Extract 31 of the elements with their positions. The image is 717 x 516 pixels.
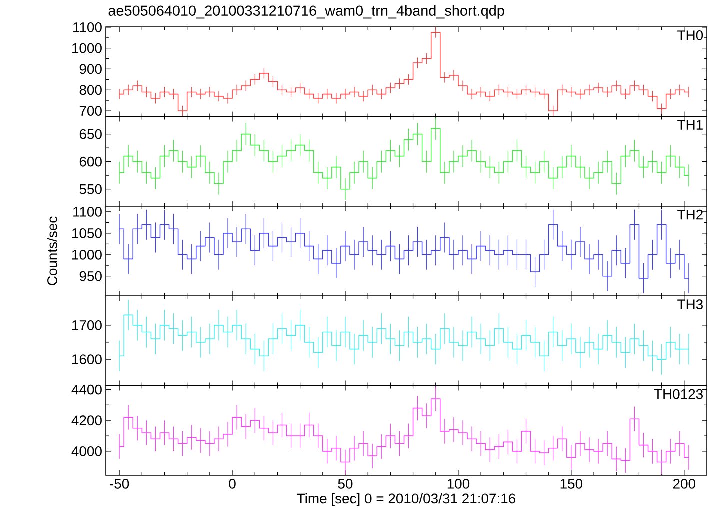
y-tick-label: 4200 bbox=[72, 416, 102, 426]
y-tick-label: 1050 bbox=[72, 228, 102, 238]
x-tick-label: 150 bbox=[560, 479, 583, 489]
annotation: TH0123 bbox=[654, 389, 703, 400]
x-tick-label: 100 bbox=[448, 479, 470, 489]
y-tick-label: 950 bbox=[80, 271, 102, 282]
y-tick-label: 1700 bbox=[72, 320, 102, 330]
y-axis-title: Counts/sec bbox=[47, 216, 58, 286]
y-tick-label: 700 bbox=[80, 106, 102, 116]
y-tick-label: 1000 bbox=[72, 250, 102, 260]
annotation: TH3 bbox=[678, 300, 703, 310]
y-tick-label: 1100 bbox=[74, 22, 102, 32]
y-tick-label: 900 bbox=[80, 64, 102, 74]
x-tick-label: 200 bbox=[673, 479, 696, 489]
y-tick-label: 4000 bbox=[72, 446, 102, 456]
x-axis-title: Time [sec] 0 = 2010/03/31 21:07:16 bbox=[297, 493, 516, 506]
y-tick-label: 1000 bbox=[72, 43, 102, 54]
y-tick-label: 650 bbox=[80, 129, 102, 140]
y-tick-label: 600 bbox=[80, 156, 102, 167]
y-tick-label: 1600 bbox=[72, 354, 102, 364]
chart-title: ae505064010_20100331210716_wam0_trn_4band_short.qdp bbox=[108, 5, 504, 19]
y-tick-label: 1100 bbox=[74, 207, 102, 217]
y-tick-label: 4400 bbox=[72, 384, 102, 395]
annotation: TH1 bbox=[678, 120, 703, 130]
x-tick-label: 50 bbox=[338, 479, 353, 489]
annotation: TH0 bbox=[678, 30, 704, 40]
y-tick-label: 800 bbox=[80, 85, 102, 96]
y-tick-label: 550 bbox=[80, 184, 102, 194]
annotation: TH2 bbox=[678, 210, 703, 220]
x-tick-label: -50 bbox=[110, 479, 130, 489]
x-tick-label: 0 bbox=[229, 479, 236, 489]
